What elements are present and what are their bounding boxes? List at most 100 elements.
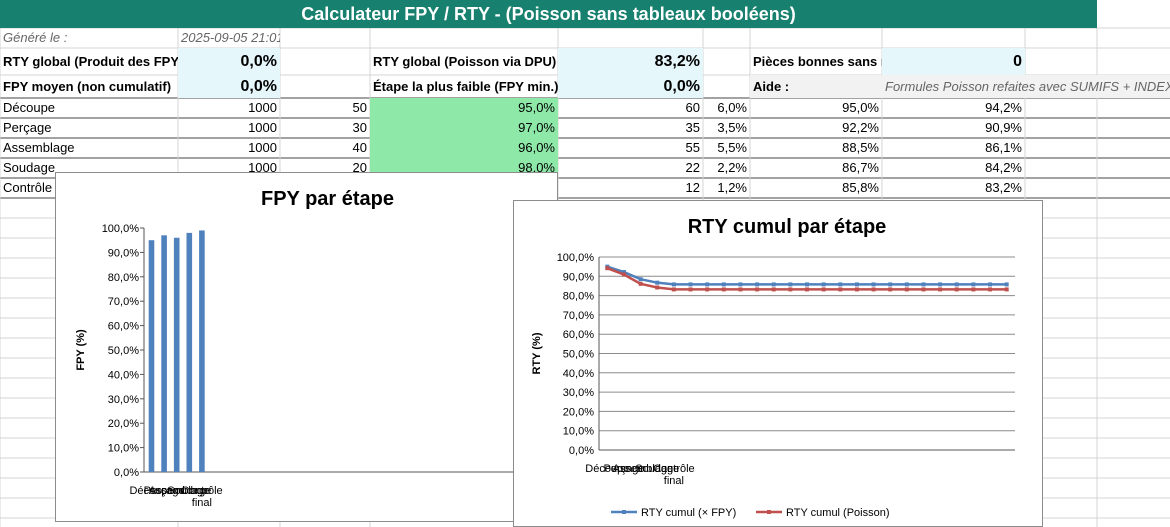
x-tick-label: Contrôle final	[653, 463, 695, 487]
point-marker	[904, 282, 909, 287]
legend-label: RTY cumul (Poisson)	[786, 507, 890, 519]
x-tick-label: Assemblage	[148, 485, 210, 497]
data-cell: 1000	[248, 100, 277, 115]
data-cell: 50	[352, 100, 367, 115]
point-marker	[921, 282, 926, 287]
data-cell: 2,2%	[717, 160, 747, 175]
chart-svg: FPY par étape FPY (%) 0,0% 10,0% 20,0% 30,0% 4…	[75, 188, 551, 479]
y-tick-label: 60,0%	[563, 329, 594, 341]
data-cell: Contrôle	[3, 180, 53, 195]
data-cell: 35	[685, 120, 700, 135]
title-banner: Calculateur FPY / RTY - (Poisson sans ta…	[0, 0, 1097, 28]
bar	[148, 240, 155, 472]
data-cell: 5,5%	[717, 140, 747, 155]
point-marker	[721, 282, 726, 287]
point-marker	[738, 287, 743, 292]
point-marker	[871, 287, 876, 292]
y-tick-label: 40,0%	[108, 369, 139, 381]
data-cell: 3,5%	[717, 120, 747, 135]
point-marker	[988, 282, 993, 287]
point-marker	[705, 282, 710, 287]
data-cell: Découpe	[3, 100, 56, 115]
data-cell: 30	[352, 120, 367, 135]
series-line	[606, 265, 1007, 286]
y-tick-label: 0,0%	[569, 445, 594, 457]
bar	[161, 235, 167, 472]
point-marker	[721, 287, 726, 292]
point-marker	[988, 287, 993, 292]
data-cell: 22	[685, 160, 700, 175]
summary-label: Pièces bonnes sans r	[753, 54, 882, 69]
y-tick-label: 70,0%	[563, 310, 594, 322]
x-tick-label: Contrôle final	[181, 485, 223, 509]
summary-label: RTY global (Produit des FPY)	[3, 54, 178, 69]
data-cell: 96,0%	[370, 138, 558, 158]
y-tick-label: 30,0%	[563, 387, 594, 399]
y-tick-label: 90,0%	[563, 271, 594, 283]
data-cell: 86,1%	[985, 140, 1022, 155]
y-tick-label: 10,0%	[563, 426, 594, 438]
data-cell: 55	[685, 140, 700, 155]
point-marker	[621, 272, 626, 277]
point-marker	[971, 287, 976, 292]
generated-value: 2025-09-05 21:01	[181, 30, 280, 45]
y-tick-label: 90,0%	[108, 247, 139, 259]
data-cell: 83,2%	[985, 180, 1022, 195]
data-cell: 90,9%	[985, 120, 1022, 135]
point-marker	[738, 282, 743, 287]
summary-value: 0	[882, 48, 1025, 75]
data-cell: 60	[685, 100, 700, 115]
point-marker	[688, 282, 693, 287]
y-tick-label: 30,0%	[108, 394, 139, 406]
data-cell: 88,5%	[842, 140, 879, 155]
y-tick-label: 0,0%	[114, 467, 139, 479]
y-axis-title: FPY (%)	[75, 329, 87, 371]
data-cell: Assemblage	[3, 140, 75, 155]
summary-label: RTY global (Poisson via DPU)	[373, 54, 557, 69]
legend-marker	[622, 510, 626, 514]
point-marker	[638, 277, 643, 282]
point-marker	[938, 287, 943, 292]
point-marker	[621, 270, 626, 275]
point-marker	[638, 281, 643, 286]
data-cell: Perçage	[3, 120, 52, 135]
y-tick-label: 80,0%	[563, 291, 594, 303]
data-cell: 92,2%	[842, 120, 879, 135]
data-cell: 20	[352, 160, 367, 175]
x-tick-label: Découpe	[129, 485, 174, 497]
legend-label: RTY cumul (× FPY)	[641, 507, 736, 519]
point-marker	[755, 287, 760, 292]
data-cell: 86,7%	[842, 160, 879, 175]
point-marker	[821, 287, 826, 292]
data-cell: 84,2%	[985, 160, 1022, 175]
data-cell: 85,8%	[842, 180, 879, 195]
y-tick-label: 10,0%	[108, 443, 139, 455]
point-marker	[755, 282, 760, 287]
y-axis-title: RTY (%)	[531, 332, 543, 374]
generated-label: Généré le :	[3, 30, 68, 45]
y-tick-label: 60,0%	[108, 321, 139, 333]
data-cell: 95,0%	[370, 98, 558, 118]
y-tick-label: 80,0%	[108, 272, 139, 284]
point-marker	[888, 282, 893, 287]
x-tick-label: Perçage	[603, 463, 645, 475]
point-marker	[954, 282, 959, 287]
x-tick-label: Soudage	[635, 463, 680, 475]
data-cell: 12	[685, 180, 700, 195]
point-marker	[954, 287, 959, 292]
y-tick-label: 50,0%	[563, 349, 594, 361]
x-tick-label: Découpe	[585, 463, 630, 475]
y-tick-label: 20,0%	[108, 418, 139, 430]
y-tick-label: 70,0%	[108, 296, 139, 308]
point-marker	[838, 282, 843, 287]
bar	[199, 230, 205, 472]
point-marker	[938, 282, 943, 287]
point-marker	[888, 287, 893, 292]
y-tick-label: 100,0%	[557, 252, 595, 264]
summary-label: Aide :	[750, 75, 882, 98]
point-marker	[688, 287, 693, 292]
y-tick-label: 40,0%	[563, 368, 594, 380]
point-marker	[771, 287, 776, 292]
point-marker	[971, 282, 976, 287]
data-cell: 1,2%	[717, 180, 747, 195]
